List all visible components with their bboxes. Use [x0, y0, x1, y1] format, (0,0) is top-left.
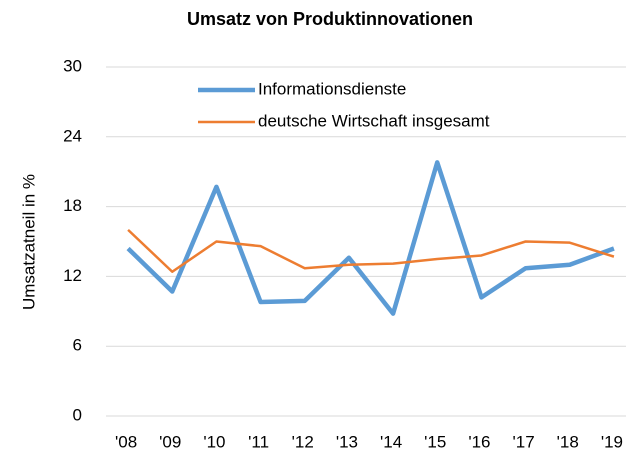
x-tick-label: '15 [424, 432, 446, 451]
series-line [126, 160, 615, 316]
x-tick-label: '10 [203, 432, 225, 451]
x-tick-label: '13 [336, 432, 358, 451]
y-tick-label: 30 [63, 56, 82, 75]
x-tick-label: '16 [468, 432, 490, 451]
x-tick-label: '11 [248, 432, 269, 451]
legend-label: deutsche Wirtschaft insgesamt [258, 111, 490, 130]
y-tick-label: 12 [63, 266, 82, 285]
y-axis-label: Umsatzatneil in % [19, 174, 38, 310]
legend-label: Informationsdienste [258, 79, 406, 98]
y-tick-label: 6 [73, 336, 82, 355]
y-tick-label: 18 [63, 196, 82, 215]
x-tick-label: '09 [159, 432, 181, 451]
series-line [127, 228, 615, 273]
chart-title: Umsatz von Produktinnovationen [187, 9, 473, 29]
y-tick-label: 24 [63, 126, 82, 145]
y-tick-label: 0 [73, 405, 82, 424]
x-tick-label: '08 [115, 432, 137, 451]
x-tick-label: '18 [557, 432, 579, 451]
x-tick-label: '19 [601, 432, 623, 451]
x-tick-label: '12 [292, 432, 314, 451]
x-tick-label: '14 [380, 432, 402, 451]
x-tick-label: '17 [513, 432, 535, 451]
